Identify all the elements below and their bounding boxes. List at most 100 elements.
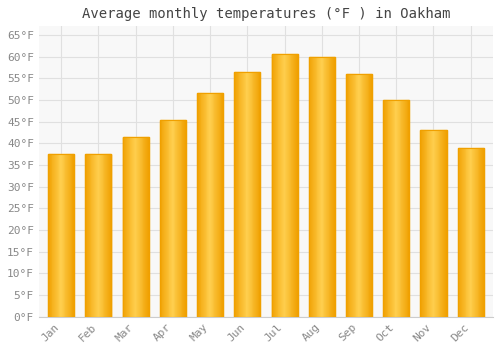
- Bar: [86, 154, 87, 317]
- Bar: [211, 93, 212, 317]
- Bar: [133, 137, 134, 317]
- Bar: [172, 119, 173, 317]
- Bar: [176, 119, 177, 317]
- Bar: [96, 154, 98, 317]
- Bar: [67, 154, 68, 317]
- Bar: [167, 119, 168, 317]
- Bar: [364, 74, 365, 317]
- Bar: [396, 100, 397, 317]
- Bar: [358, 74, 359, 317]
- Bar: [346, 74, 372, 317]
- Bar: [68, 154, 69, 317]
- Bar: [314, 57, 315, 317]
- Bar: [200, 93, 202, 317]
- Bar: [99, 154, 100, 317]
- Bar: [219, 93, 220, 317]
- Bar: [274, 55, 275, 317]
- Bar: [70, 154, 72, 317]
- Bar: [69, 154, 70, 317]
- Bar: [276, 55, 278, 317]
- Bar: [404, 100, 405, 317]
- Bar: [110, 154, 112, 317]
- Bar: [319, 57, 320, 317]
- Bar: [241, 72, 242, 317]
- Bar: [250, 72, 251, 317]
- Bar: [255, 72, 256, 317]
- Bar: [467, 148, 468, 317]
- Bar: [212, 93, 214, 317]
- Bar: [102, 154, 104, 317]
- Bar: [177, 119, 178, 317]
- Bar: [440, 130, 442, 317]
- Bar: [257, 72, 258, 317]
- Bar: [321, 57, 322, 317]
- Bar: [406, 100, 408, 317]
- Bar: [328, 57, 330, 317]
- Bar: [403, 100, 404, 317]
- Bar: [206, 93, 208, 317]
- Bar: [216, 93, 217, 317]
- Bar: [435, 130, 436, 317]
- Bar: [126, 137, 127, 317]
- Bar: [256, 72, 257, 317]
- Bar: [138, 137, 139, 317]
- Bar: [94, 154, 95, 317]
- Bar: [365, 74, 366, 317]
- Bar: [141, 137, 142, 317]
- Bar: [470, 148, 472, 317]
- Bar: [66, 154, 67, 317]
- Bar: [106, 154, 107, 317]
- Bar: [282, 55, 283, 317]
- Title: Average monthly temperatures (°F ) in Oakham: Average monthly temperatures (°F ) in Oa…: [82, 7, 450, 21]
- Bar: [445, 130, 446, 317]
- Bar: [100, 154, 101, 317]
- Bar: [165, 119, 166, 317]
- Bar: [308, 57, 335, 317]
- Bar: [209, 93, 210, 317]
- Bar: [64, 154, 66, 317]
- Bar: [402, 100, 403, 317]
- Bar: [420, 130, 422, 317]
- Bar: [89, 154, 90, 317]
- Bar: [58, 154, 59, 317]
- Bar: [476, 148, 477, 317]
- Bar: [202, 93, 203, 317]
- Bar: [208, 93, 209, 317]
- Bar: [280, 55, 281, 317]
- Bar: [243, 72, 244, 317]
- Bar: [48, 154, 74, 317]
- Bar: [475, 148, 476, 317]
- Bar: [107, 154, 108, 317]
- Bar: [284, 55, 286, 317]
- Bar: [179, 119, 180, 317]
- Bar: [217, 93, 218, 317]
- Bar: [168, 119, 170, 317]
- Bar: [145, 137, 146, 317]
- Bar: [98, 154, 99, 317]
- Bar: [292, 55, 293, 317]
- Bar: [197, 93, 223, 317]
- Bar: [393, 100, 394, 317]
- Bar: [458, 148, 460, 317]
- Bar: [312, 57, 313, 317]
- Bar: [178, 119, 179, 317]
- Bar: [122, 137, 148, 317]
- Bar: [171, 119, 172, 317]
- Bar: [370, 74, 371, 317]
- Bar: [204, 93, 205, 317]
- Bar: [240, 72, 241, 317]
- Bar: [275, 55, 276, 317]
- Bar: [383, 100, 409, 317]
- Bar: [249, 72, 250, 317]
- Bar: [210, 93, 211, 317]
- Bar: [347, 74, 348, 317]
- Bar: [252, 72, 254, 317]
- Bar: [237, 72, 238, 317]
- Bar: [388, 100, 390, 317]
- Bar: [478, 148, 480, 317]
- Bar: [424, 130, 425, 317]
- Bar: [460, 148, 461, 317]
- Bar: [62, 154, 63, 317]
- Bar: [49, 154, 50, 317]
- Bar: [170, 119, 171, 317]
